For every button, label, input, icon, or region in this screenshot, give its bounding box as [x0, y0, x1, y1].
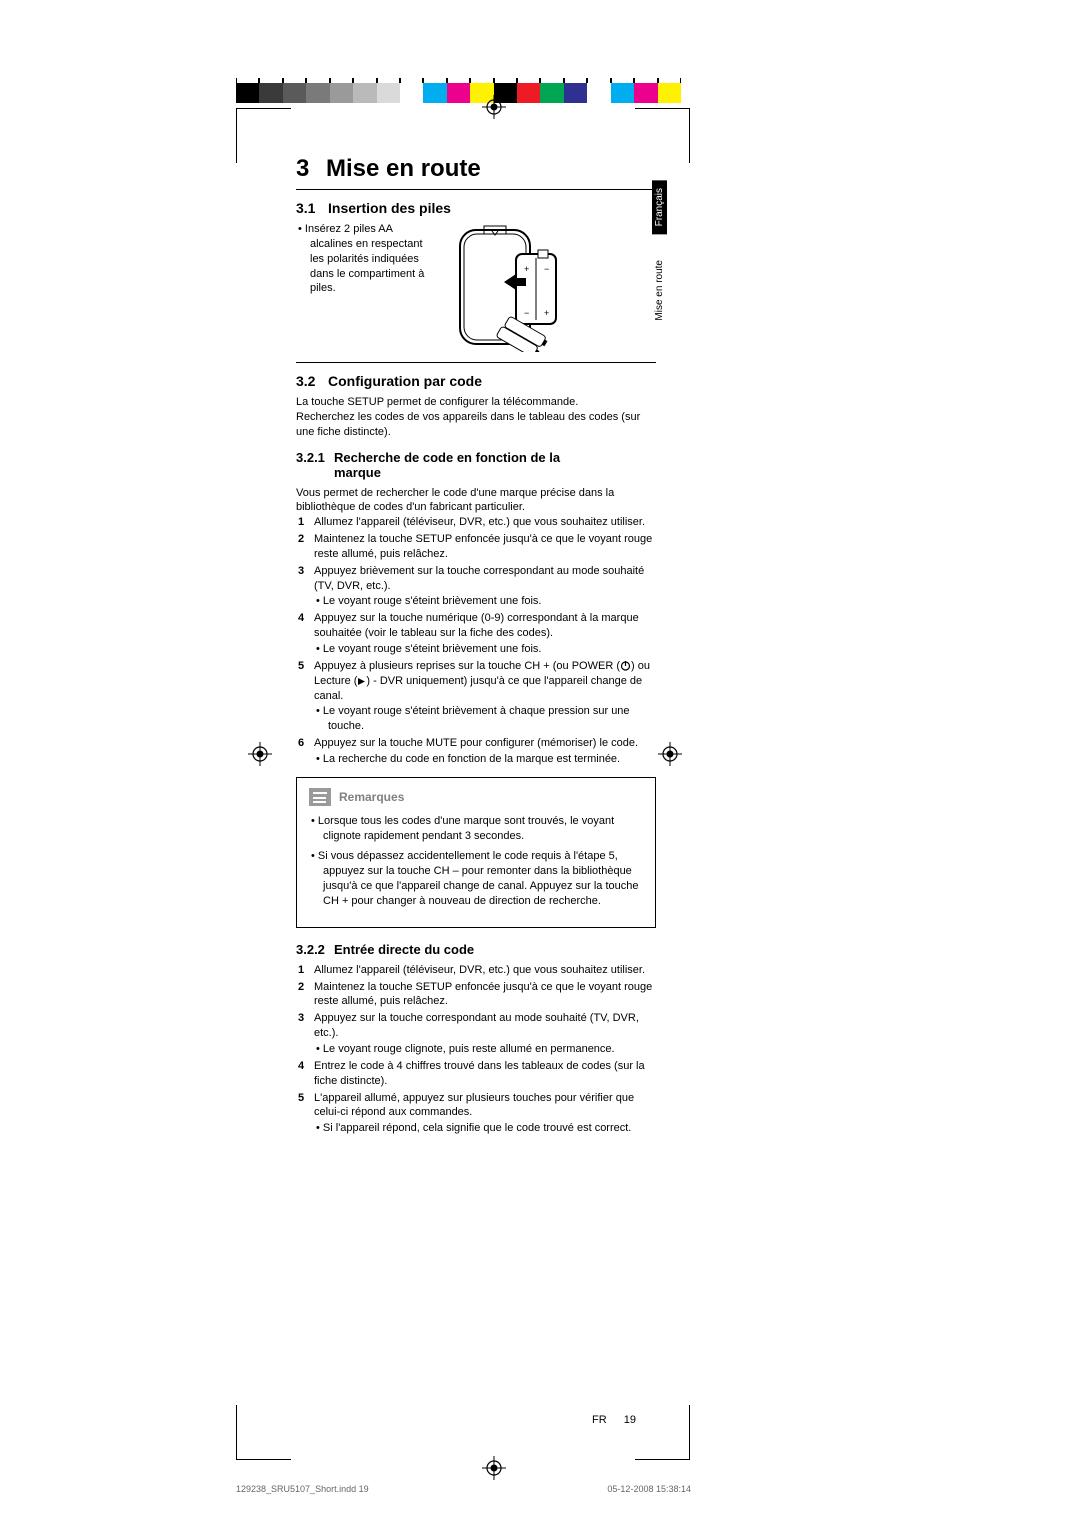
section-3-1-title: 3.1Insertion des piles: [296, 200, 656, 216]
crop-mark: [236, 1405, 291, 1460]
footer-page-number: 19: [624, 1414, 636, 1426]
chapter-title: 3Mise en route: [296, 155, 656, 183]
registration-mark-icon: [482, 95, 506, 119]
divider: [296, 362, 656, 363]
section-3-2-title: 3.2Configuration par code: [296, 373, 656, 389]
svg-text:+: +: [524, 264, 529, 274]
note-icon: [309, 788, 331, 806]
power-icon: [620, 660, 631, 671]
steps-list-322: Allumez l'appareil (téléviseur, DVR, etc…: [296, 963, 656, 1136]
color-bar: [236, 83, 681, 103]
registration-mark-icon: [248, 742, 272, 766]
footer-lang: FR: [592, 1414, 607, 1426]
print-timestamp: 05-12-2008 15:38:14: [607, 1484, 691, 1494]
crop-mark: [236, 108, 291, 163]
step-5: L'appareil allumé, appuyez sur plusieurs…: [314, 1091, 656, 1137]
svg-text:−: −: [544, 264, 549, 274]
svg-text:+: +: [544, 308, 549, 318]
step-2: Maintenez la touche SETUP enfoncée jusqu…: [314, 980, 656, 1010]
step-2: Maintenez la touche SETUP enfoncée jusqu…: [314, 532, 656, 562]
page-content: 3Mise en route 3.1Insertion des piles In…: [296, 155, 656, 1138]
section-3-2-1-title: 3.2.1Recherche de code en fonction de la…: [296, 450, 656, 480]
step-6: Appuyez sur la touche MUTE pour configur…: [314, 736, 656, 767]
section-3-2-intro2: Recherchez les codes de vos appareils da…: [296, 410, 656, 440]
step-3: Appuyez sur la touche correspondant au m…: [314, 1011, 656, 1057]
section-3-2-intro: La touche SETUP permet de configurer la …: [296, 395, 656, 410]
crop-mark: [635, 1405, 690, 1460]
remarks-title: Remarques: [339, 790, 404, 804]
registration-mark-icon: [658, 742, 682, 766]
section-3-2-1-intro: Vous permet de rechercher le code d'une …: [296, 486, 656, 516]
step-5: Appuyez à plusieurs reprises sur la touc…: [314, 659, 656, 734]
step-1: Allumez l'appareil (téléviseur, DVR, etc…: [314, 515, 656, 530]
step-4: Appuyez sur la touche numérique (0-9) co…: [314, 611, 656, 657]
remark-2: Si vous dépassez accidentellement le cod…: [323, 849, 643, 908]
remarks-box: Remarques Lorsque tous les codes d'une m…: [296, 777, 656, 928]
divider: [296, 189, 656, 190]
page-footer: FR 19: [296, 1414, 636, 1426]
svg-text:−: −: [524, 308, 529, 318]
steps-list-321: Allumez l'appareil (téléviseur, DVR, etc…: [296, 515, 656, 767]
step-4: Entrez le code à 4 chiffres trouvé dans …: [314, 1059, 656, 1089]
print-footer: 129238_SRU5107_Short.indd 19 05-12-2008 …: [236, 1484, 691, 1494]
step-1: Allumez l'appareil (téléviseur, DVR, etc…: [314, 963, 656, 978]
print-file-name: 129238_SRU5107_Short.indd 19: [236, 1484, 369, 1494]
step-3: Appuyez brièvement sur la touche corresp…: [314, 564, 656, 610]
registration-mark-icon: [482, 1456, 506, 1480]
section-3-2-2-title: 3.2.2Entrée directe du code: [296, 942, 656, 957]
remark-1: Lorsque tous les codes d'une marque sont…: [323, 814, 643, 844]
insert-piles-text: Insérez 2 piles AA alcalines en respecta…: [296, 222, 436, 296]
battery-compartment-icon: + − − +: [454, 222, 584, 352]
chapter-number: 3: [296, 155, 326, 183]
